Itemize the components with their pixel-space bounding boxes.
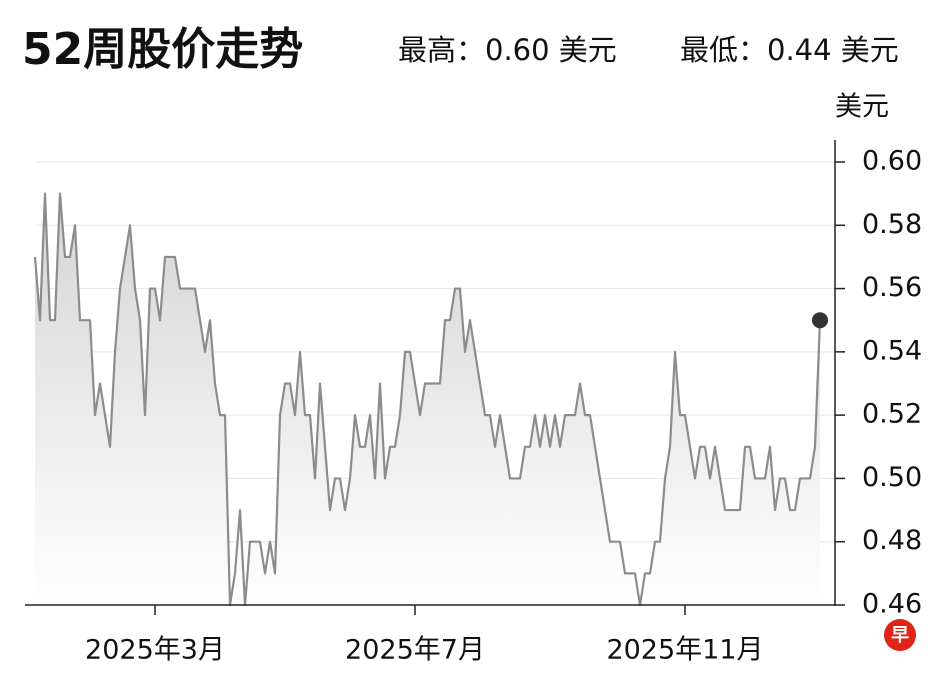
y-tick-label: 0.60 — [862, 146, 922, 177]
y-tick-label: 0.50 — [862, 462, 922, 493]
chart-title: 52周股价走势 — [22, 24, 303, 75]
y-tick-label: 0.48 — [862, 525, 922, 556]
x-tick-label: 2025年7月 — [345, 635, 485, 666]
logo-badge — [884, 619, 916, 651]
low-label: 最低：0.44 美元 — [680, 33, 899, 67]
area — [35, 193, 820, 605]
last-point — [812, 312, 828, 329]
y-tick-label: 0.58 — [862, 209, 922, 240]
x-tick-label: 2025年3月 — [85, 635, 225, 666]
y-unit: 美元 — [835, 92, 889, 123]
logo: 早 — [891, 625, 909, 646]
y-tick-label: 0.52 — [862, 399, 922, 430]
price-line — [33, 192, 822, 607]
y-tick-label: 0.46 — [862, 589, 922, 620]
x-tick-label: 2025年11月 — [606, 635, 763, 666]
high-label: 最高：0.60 美元 — [398, 33, 617, 67]
y-tick-label: 0.56 — [862, 272, 922, 303]
y-tick-label: 0.54 — [862, 335, 922, 366]
